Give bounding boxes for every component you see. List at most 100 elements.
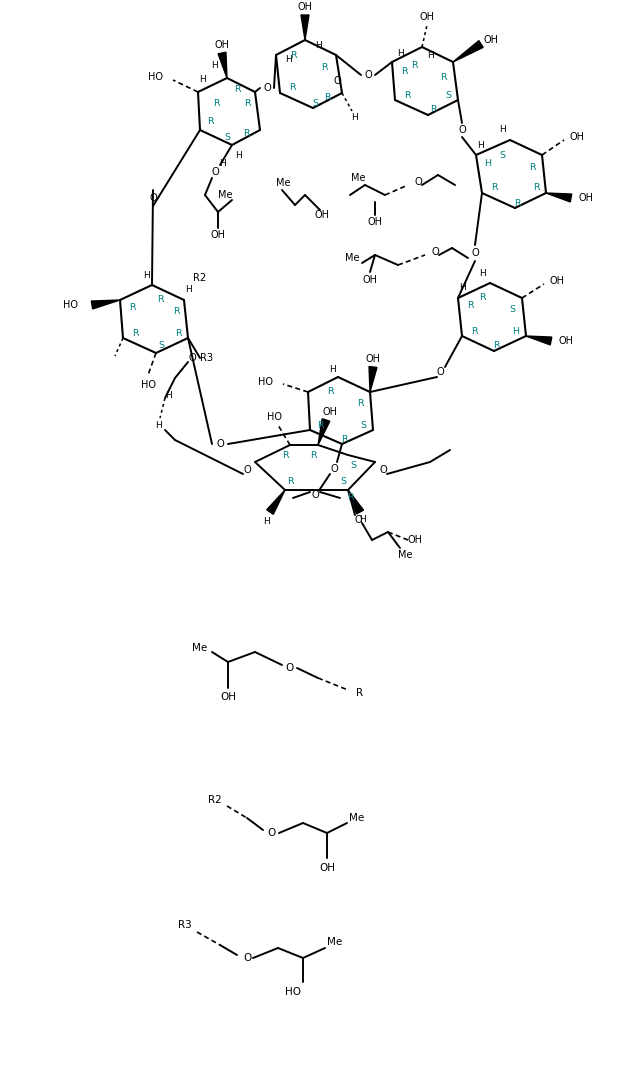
- Polygon shape: [318, 419, 330, 445]
- Text: R: R: [471, 327, 478, 335]
- Text: O: O: [414, 177, 422, 187]
- Text: R: R: [324, 94, 330, 102]
- Text: HO: HO: [148, 72, 163, 82]
- Text: R: R: [439, 72, 446, 82]
- Text: S: S: [360, 421, 366, 429]
- Polygon shape: [526, 335, 552, 345]
- Text: O: O: [333, 76, 341, 86]
- Text: H: H: [316, 40, 323, 49]
- Text: R: R: [321, 63, 327, 71]
- Text: Me: Me: [192, 643, 208, 653]
- Text: R: R: [289, 83, 295, 93]
- Polygon shape: [369, 366, 377, 392]
- Text: OH: OH: [420, 12, 434, 22]
- Text: R: R: [357, 399, 363, 409]
- Text: R: R: [129, 304, 135, 312]
- Text: H: H: [234, 150, 241, 160]
- Text: R: R: [290, 51, 297, 61]
- Text: Me: Me: [276, 178, 290, 189]
- Text: H: H: [351, 114, 358, 122]
- Text: S: S: [340, 477, 346, 487]
- Text: R: R: [401, 67, 407, 77]
- Text: HO: HO: [63, 300, 78, 310]
- Text: O: O: [436, 367, 444, 377]
- Text: OH: OH: [368, 217, 382, 227]
- Polygon shape: [91, 300, 120, 309]
- Text: R: R: [533, 183, 539, 193]
- Text: R3: R3: [178, 920, 192, 930]
- Text: HO: HO: [267, 412, 283, 422]
- Text: S: S: [312, 98, 318, 108]
- Text: R: R: [131, 328, 138, 338]
- Text: H: H: [479, 268, 485, 278]
- Text: H: H: [359, 515, 366, 524]
- Text: O: O: [286, 663, 294, 673]
- Text: O: O: [211, 167, 219, 177]
- Text: OH: OH: [210, 230, 225, 240]
- Polygon shape: [348, 490, 363, 514]
- Text: R: R: [430, 105, 436, 115]
- Text: R2: R2: [208, 794, 222, 805]
- Text: Me: Me: [349, 813, 364, 823]
- Text: S: S: [224, 132, 230, 142]
- Text: H: H: [199, 76, 206, 84]
- Text: Me: Me: [328, 937, 343, 947]
- Text: R: R: [244, 99, 250, 109]
- Text: O: O: [431, 247, 439, 257]
- Text: OH: OH: [363, 275, 377, 285]
- Text: R: R: [173, 308, 179, 316]
- Text: R: R: [467, 301, 473, 311]
- Text: H: H: [478, 141, 485, 149]
- Polygon shape: [218, 52, 227, 78]
- Text: H: H: [264, 518, 271, 526]
- Polygon shape: [453, 40, 483, 62]
- Text: R: R: [341, 435, 347, 443]
- Text: OH: OH: [549, 276, 565, 286]
- Text: O: O: [268, 828, 276, 838]
- Text: S: S: [509, 306, 515, 314]
- Text: R: R: [310, 450, 316, 459]
- Text: OH: OH: [215, 40, 229, 50]
- Text: H: H: [427, 50, 433, 60]
- Text: O: O: [263, 83, 271, 93]
- Text: H: H: [218, 159, 225, 167]
- Text: S: S: [350, 460, 356, 470]
- Text: Me: Me: [345, 253, 359, 263]
- Text: R: R: [493, 342, 499, 350]
- Text: R: R: [529, 163, 535, 171]
- Polygon shape: [301, 15, 309, 40]
- Text: R: R: [243, 129, 250, 137]
- Text: R: R: [404, 91, 410, 99]
- Text: OH: OH: [314, 210, 330, 220]
- Text: Me: Me: [398, 550, 412, 560]
- Text: O: O: [243, 953, 251, 963]
- Text: OH: OH: [323, 407, 337, 417]
- Text: Me: Me: [218, 190, 232, 200]
- Text: O: O: [243, 465, 251, 475]
- Text: O: O: [311, 490, 319, 499]
- Text: O: O: [364, 70, 372, 80]
- Text: R: R: [411, 61, 417, 69]
- Polygon shape: [267, 490, 285, 514]
- Text: R: R: [234, 85, 240, 95]
- Text: R: R: [175, 328, 182, 338]
- Text: H: H: [211, 62, 218, 70]
- Text: H: H: [460, 283, 466, 293]
- Text: OH: OH: [483, 35, 498, 45]
- Text: R: R: [213, 99, 219, 109]
- Text: O: O: [330, 464, 338, 474]
- Text: OH: OH: [319, 863, 335, 873]
- Text: H: H: [330, 364, 337, 374]
- Text: S: S: [158, 341, 164, 349]
- Text: OH: OH: [578, 193, 594, 203]
- Text: H: H: [498, 126, 505, 134]
- Text: O: O: [216, 439, 224, 449]
- Text: HO: HO: [258, 377, 273, 387]
- Text: H: H: [512, 327, 519, 335]
- Text: H: H: [485, 159, 491, 167]
- Text: H: H: [397, 49, 403, 59]
- Text: OH: OH: [298, 2, 312, 12]
- Text: OH: OH: [220, 692, 236, 702]
- Text: H: H: [185, 285, 192, 295]
- Text: S: S: [445, 91, 451, 99]
